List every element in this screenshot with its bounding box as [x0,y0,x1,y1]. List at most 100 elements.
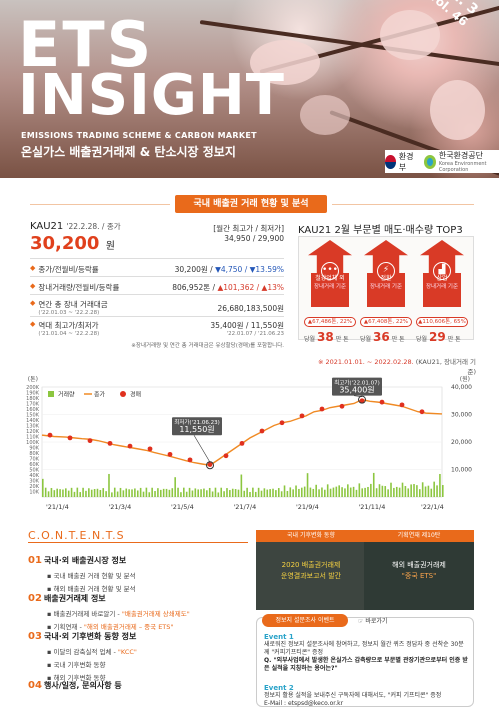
left-tick-label: 40K [29,473,39,479]
kau-title: KAU21 '22.2.28. / 종가 [30,221,121,232]
divider [30,294,284,295]
left-tick-label: 20K [29,484,39,490]
event-2: Event 2 정보지 활용 실적을 보내주신 구독자에 대해서도, "커피 기… [264,684,442,707]
volume-bar [416,485,418,497]
volume-bar [355,489,358,497]
volume-bar [439,473,441,497]
volume-bar [436,485,438,497]
volume-bar [260,490,263,497]
event-box [256,617,474,707]
auction-point [67,435,73,441]
volume-bar [263,488,266,497]
volume-bar [295,485,297,497]
volume-bar [398,487,401,497]
panel-series[interactable]: 기획연재 제10탄 해외 배출권거래제 "중국 ETS" [364,530,474,610]
divider [30,316,284,317]
volume-bar [390,482,392,497]
auction-point [127,443,133,449]
feedback-link[interactable]: ☞ 바로가기 [358,618,388,625]
volume-bar [384,486,387,497]
volume-bar [183,487,185,497]
right-tick-label: 20,000 [451,439,472,446]
volume-bar [298,488,300,497]
left-tick-label: 120K [26,429,40,435]
kau-price: 30,200 원 [30,233,115,254]
volume-bar [73,491,76,497]
volume-bar [372,472,375,497]
volume-bar [335,486,338,497]
volume-bar [315,484,317,497]
left-tick-label: 100K [26,440,40,446]
volume-bar [338,485,341,497]
callout-value: 35,400원 [339,386,374,395]
auction-point [399,402,405,408]
auction-point [147,446,153,452]
volume-bar [300,487,303,497]
volume-bar [223,491,225,497]
volume-bar [217,492,220,497]
left-tick-label: 130K [26,424,40,430]
banner-rule-left [30,204,170,205]
left-tick-label: 160K [26,407,40,413]
kau-range: [월간 최고가 / 최저가] 34,950 / 29,900 [213,224,284,243]
volume-bar [47,491,50,497]
volume-bar [344,488,346,497]
left-tick-label: 50K [29,468,39,474]
hand-pointer-icon: ☞ [358,618,364,625]
left-tick-label: 190K [26,391,40,397]
kau-note: ※장내거래량 및 연간 총 거래대금은 유상할당(경매)를 포함합니다. [131,343,284,349]
volume-bar [378,484,381,497]
stat-row: ◆ 역대 최고가/최저가 ('21.01.04 ~ '22.2.28) 35,400… [30,320,284,337]
right-axis-unit: (원) [460,375,470,383]
volume-bar [430,488,433,497]
blossom-decoration [250,40,320,85]
volume-bar [413,484,415,497]
left-tick-label: 180K [26,396,40,402]
volume-bar [162,488,165,497]
contents-group: 04 행사/일정, 문의사항 등 [28,680,122,691]
volume-bar [165,488,168,497]
panel-tab: 국내 기후변화 동향 [256,530,366,542]
panel-climate-news[interactable]: 국내 기후변화 동향 2020 배출권거래제 운영결과보고서 발간 [256,530,366,610]
volume-bar [249,491,251,497]
auction-point [419,409,425,415]
auction-point [319,406,325,412]
top3-sector-sub: 장내거래 기준 [369,284,403,290]
cover-image [0,0,499,178]
volume-bar [269,489,271,497]
volume-bar [358,483,361,497]
chart-note: ※ 2021.01.01. ~ 2022.02.28. (KAU21, 장내거래… [318,358,476,376]
x-tick-label: '21/3/4 [109,503,132,511]
volume-bar [142,491,145,497]
volume-bar [367,486,369,497]
x-tick-label: '21/5/4 [171,503,194,511]
volume-bar [99,489,102,497]
branch-decoration [199,20,499,69]
volume-bar [214,487,217,497]
contents-group: 02 배출권거래제 정보 ▪ 배출권거래제 바로알기 - "배출권거래제 상쇄제도"… [28,586,258,631]
volume-bar [191,490,194,497]
auction-point [87,438,93,444]
volume-bar [206,490,208,497]
volume-bar [254,491,257,497]
volume-bar [53,490,56,497]
stat-row: ◆ 종가/전월비/등락률 30,200원 / ▼4,750 / ▼13.59% [30,264,284,274]
x-tick-label: '21/1/4 [46,503,69,511]
volume-bar [401,482,404,497]
price-volume-chart: (톤) (원) 200K190K180K170K160K150K140K130K12… [26,375,472,511]
volume-bar [85,490,87,497]
subtitle-ko: 온실가스 배출권거래제 & 탄소시장 정보지 [21,145,236,159]
volume-bar [174,477,176,497]
agency-moe: 환경부 [385,151,416,173]
volume-bar [381,485,384,497]
callout-box [172,417,222,436]
volume-bar [136,490,139,497]
volume-bar [280,491,283,497]
volume-bar [177,487,179,497]
stat-row: ◆ 장내거래량/전월비/등락률 806,952톤 / ▲101,362 / ▲13… [30,282,284,292]
volume-bar [56,488,58,497]
volume-bar [286,490,289,497]
volume-bar [194,488,197,497]
left-tick-label: 60K [29,462,39,468]
volume-bar [321,487,323,497]
